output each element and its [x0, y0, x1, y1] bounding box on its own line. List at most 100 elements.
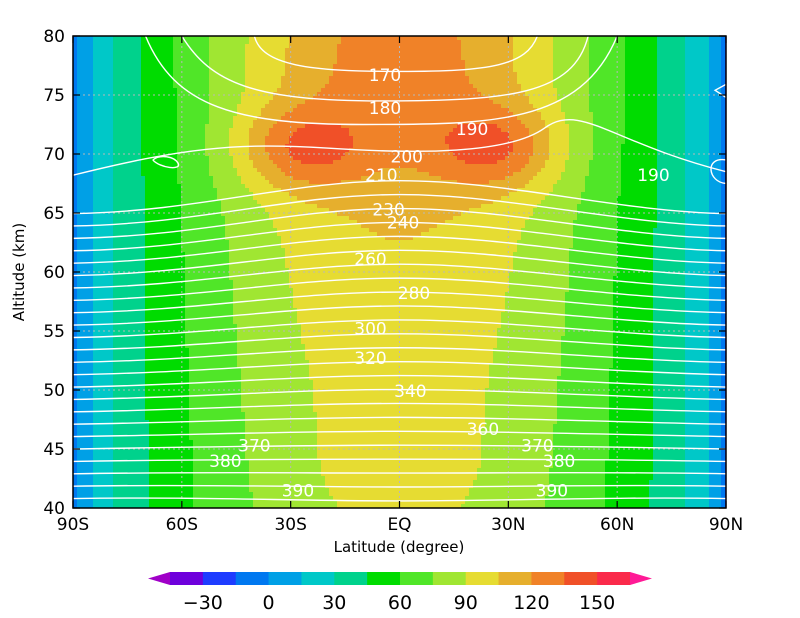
- field-cell: [229, 172, 234, 177]
- field-cell: [97, 208, 102, 213]
- field-cell: [233, 372, 238, 377]
- field-cell: [137, 188, 142, 193]
- field-cell: [185, 76, 190, 81]
- field-cell: [149, 132, 154, 137]
- field-cell: [117, 264, 122, 269]
- field-cell: [133, 104, 138, 109]
- field-cell: [97, 160, 102, 165]
- field-cell: [121, 180, 126, 185]
- field-cell: [141, 148, 146, 153]
- field-cell: [117, 324, 122, 329]
- field-cell: [93, 72, 98, 77]
- field-cell: [145, 404, 150, 409]
- field-cell: [121, 124, 126, 129]
- field-cell: [109, 40, 114, 45]
- field-cell: [169, 412, 174, 417]
- field-cell: [189, 64, 194, 69]
- field-cell: [185, 348, 190, 353]
- field-cell: [209, 216, 214, 221]
- field-cell: [89, 452, 94, 457]
- field-cell: [141, 76, 146, 81]
- field-cell: [157, 200, 162, 205]
- field-cell: [89, 96, 94, 101]
- field-cell: [117, 288, 122, 293]
- field-cell: [177, 500, 182, 505]
- field-cell: [209, 256, 214, 261]
- field-cell: [217, 284, 222, 289]
- field-cell: [221, 348, 226, 353]
- field-cell: [93, 472, 98, 477]
- field-cell: [193, 104, 198, 109]
- field-cell: [89, 332, 94, 337]
- field-cell: [129, 68, 134, 73]
- field-cell: [77, 164, 82, 169]
- field-cell: [93, 128, 98, 133]
- field-cell: [205, 396, 210, 401]
- field-cell: [165, 284, 170, 289]
- field-cell: [217, 240, 222, 245]
- field-cell: [217, 132, 222, 137]
- field-cell: [229, 320, 234, 325]
- field-cell: [101, 288, 106, 293]
- field-cell: [153, 84, 158, 89]
- field-cell: [217, 476, 222, 481]
- field-cell: [133, 424, 138, 429]
- field-cell: [197, 168, 202, 173]
- field-cell: [185, 452, 190, 457]
- field-cell: [213, 52, 218, 57]
- field-cell: [197, 208, 202, 213]
- field-cell: [177, 104, 182, 109]
- field-cell: [153, 96, 158, 101]
- field-cell: [121, 364, 126, 369]
- field-cell: [217, 372, 222, 377]
- field-cell: [229, 188, 234, 193]
- field-cell: [225, 280, 230, 285]
- field-cell: [161, 176, 166, 181]
- field-cell: [121, 144, 126, 149]
- field-cell: [145, 116, 150, 121]
- field-cell: [173, 312, 178, 317]
- field-cell: [237, 100, 242, 105]
- field-cell: [193, 464, 198, 469]
- field-cell: [201, 196, 206, 201]
- field-cell: [157, 436, 162, 441]
- field-cell: [89, 64, 94, 69]
- field-cell: [157, 196, 162, 201]
- field-cell: [229, 204, 234, 209]
- field-cell: [93, 132, 98, 137]
- field-cell: [173, 112, 178, 117]
- field-cell: [97, 356, 102, 361]
- field-cell: [157, 224, 162, 229]
- field-cell: [189, 56, 194, 61]
- field-cell: [93, 188, 98, 193]
- field-cell: [229, 136, 234, 141]
- field-cell: [237, 128, 242, 133]
- field-cell: [109, 240, 114, 245]
- field-cell: [209, 88, 214, 93]
- field-cell: [81, 480, 86, 485]
- field-cell: [193, 88, 198, 93]
- field-cell: [145, 168, 150, 173]
- field-cell: [89, 100, 94, 105]
- field-cell: [205, 56, 210, 61]
- field-cell: [205, 84, 210, 89]
- field-cell: [209, 292, 214, 297]
- field-cell: [133, 380, 138, 385]
- field-cell: [129, 276, 134, 281]
- field-cell: [209, 232, 214, 237]
- field-cell: [185, 320, 190, 325]
- field-cell: [81, 344, 86, 349]
- field-cell: [101, 188, 106, 193]
- field-cell: [157, 236, 162, 241]
- field-cell: [77, 112, 82, 117]
- field-cell: [229, 292, 234, 297]
- field-cell: [161, 188, 166, 193]
- field-cell: [93, 256, 98, 261]
- field-cell: [241, 72, 246, 77]
- field-cell: [133, 52, 138, 57]
- field-cell: [237, 88, 242, 93]
- field-cell: [209, 396, 214, 401]
- field-cell: [121, 136, 126, 141]
- field-cell: [109, 140, 114, 145]
- field-cell: [117, 404, 122, 409]
